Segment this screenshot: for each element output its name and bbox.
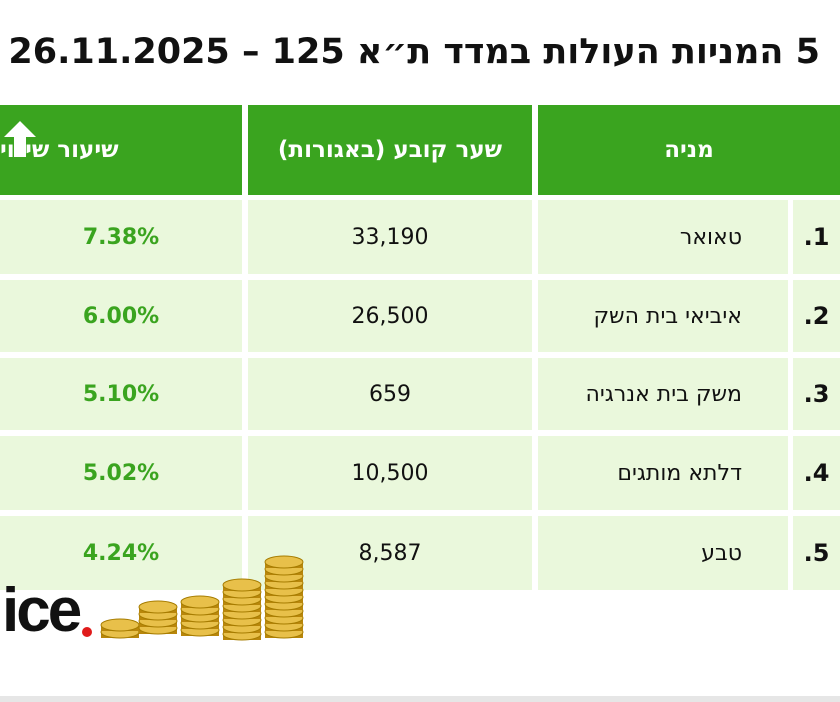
- stock-name: משק בית אנרגיה: [538, 358, 788, 430]
- logo-dot: [82, 627, 92, 637]
- change: 7.38%: [0, 200, 242, 274]
- column-header: שיעור שינוי: [0, 105, 242, 195]
- rank: 5.: [793, 516, 840, 590]
- rank: 4.: [793, 436, 840, 510]
- price: 33,190: [248, 200, 532, 274]
- price: 659: [248, 358, 532, 430]
- change: 5.02%: [0, 436, 242, 510]
- logo-text: ice: [2, 576, 82, 645]
- stock-name: טאואר: [538, 200, 788, 274]
- column-header: מניה: [538, 105, 840, 195]
- stock-name: איביאי בית השק: [538, 280, 788, 352]
- change: 4.24%: [0, 516, 242, 590]
- column-header: שער קובע (באגורות): [248, 105, 532, 195]
- stock-name: טבע: [538, 516, 788, 590]
- logo: ice: [0, 575, 110, 645]
- rank: 3.: [793, 358, 840, 430]
- up-arrow-icon: [4, 121, 36, 157]
- price: 10,500: [248, 436, 532, 510]
- stock-name: דלתא מותגים: [538, 436, 788, 510]
- bottom-strip: [0, 696, 840, 702]
- change: 5.10%: [0, 358, 242, 430]
- coins-illustration: [100, 555, 304, 641]
- rank: 2.: [793, 280, 840, 352]
- change: 6.00%: [0, 280, 242, 352]
- price: 26,500: [248, 280, 532, 352]
- rank: 1.: [793, 200, 840, 274]
- title: 5 המניות העולות במדד ת״א 125 – 26.11.202…: [8, 32, 820, 72]
